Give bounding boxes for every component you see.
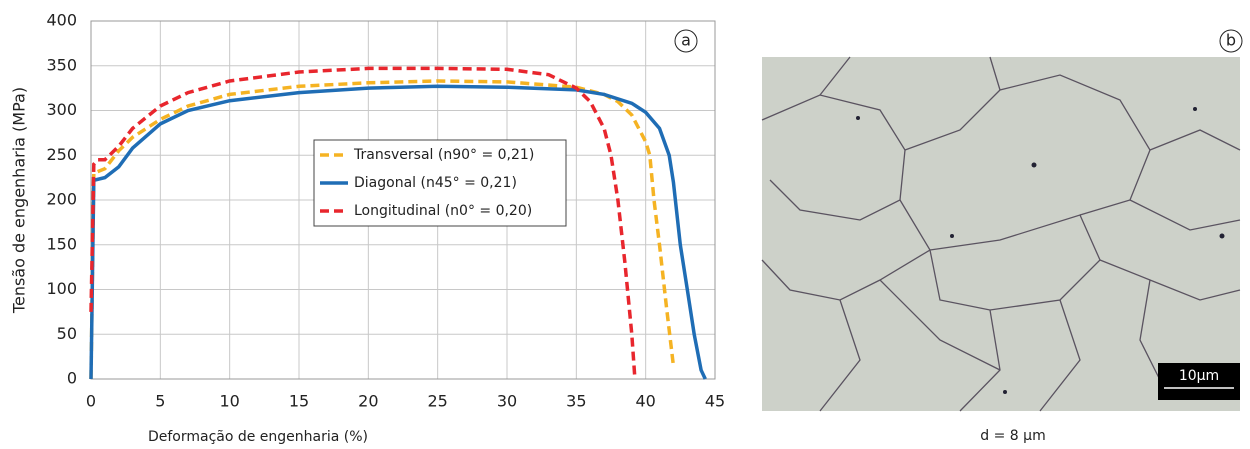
x-tick-label: 15 [289, 392, 309, 411]
y-tick-label: 200 [46, 190, 77, 209]
y-tick-label: 250 [46, 145, 77, 164]
grain-boundaries [761, 56, 1241, 412]
series-line [89, 66, 637, 375]
y-tick-label: 150 [46, 234, 77, 253]
series-line [89, 84, 707, 380]
x-tick-label: 0 [86, 392, 96, 411]
x-tick-label: 10 [219, 392, 239, 411]
caption: d = 8 µm [980, 428, 1045, 444]
inclusions [856, 107, 1225, 394]
panel-b-circle [1219, 29, 1243, 53]
legend-label: Diagonal (n45° = 0,21) [354, 175, 517, 191]
panel-b-label: b [1226, 31, 1236, 50]
panel-a-label: a [681, 31, 691, 50]
y-axis-label: Tensão de engenharia (MPa) [10, 87, 29, 314]
y-tick-label: 300 [46, 100, 77, 119]
legend-label: Transversal (n90° = 0,21) [353, 147, 534, 163]
x-axis-label: Deformação de engenharia (%) [148, 429, 368, 445]
series-line [89, 79, 676, 380]
legend: Transversal (n90° = 0,21) Diagonal (n45° … [313, 139, 567, 227]
legend-box [313, 139, 567, 227]
panel-a-circle [674, 29, 698, 53]
y-tick-label: 0 [67, 369, 77, 388]
x-tick-label: 25 [427, 392, 447, 411]
plot-frame [90, 20, 716, 380]
y-tick-label: 100 [46, 279, 77, 298]
y-tick-label: 50 [57, 324, 77, 343]
scale-bar-box [1158, 363, 1240, 400]
y-tick-label: 350 [46, 55, 77, 74]
y-tick-label: 400 [46, 11, 77, 30]
x-tick-label: 45 [705, 392, 725, 411]
scale-bar-label: 10µm [1179, 368, 1219, 384]
micrograph-image [762, 57, 1240, 411]
x-tick-label: 5 [155, 392, 165, 411]
x-tick-label: 35 [566, 392, 586, 411]
x-tick-label: 40 [635, 392, 655, 411]
x-tick-label: 20 [358, 392, 378, 411]
x-tick-label: 30 [497, 392, 517, 411]
legend-label: Longitudinal (n0° = 0,20) [354, 203, 532, 219]
micrograph: 10µm [761, 56, 1241, 412]
